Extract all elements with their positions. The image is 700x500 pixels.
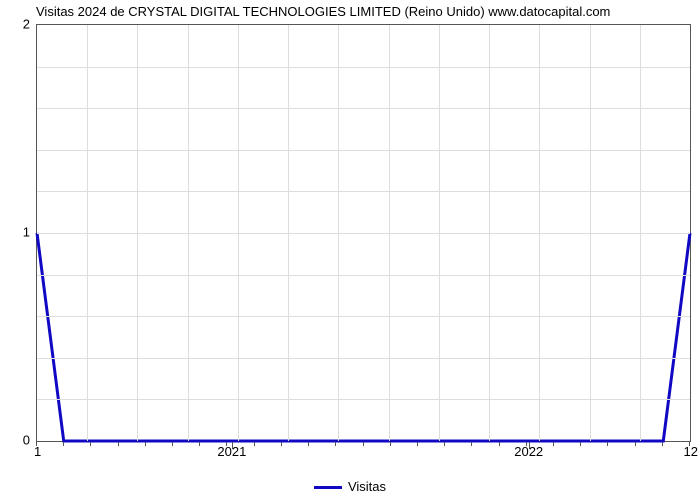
legend-label: Visitas — [348, 479, 386, 494]
x-gridline — [188, 25, 189, 441]
x-gridline — [489, 25, 490, 441]
x-minor-tick — [607, 442, 608, 446]
x-corner-right: 12 — [684, 444, 698, 459]
x-minor-tick — [444, 442, 445, 446]
legend-swatch — [314, 486, 342, 489]
x-gridline — [137, 25, 138, 441]
x-gridline — [590, 25, 591, 441]
legend: Visitas — [0, 479, 700, 494]
y-minor-gridline — [37, 150, 690, 151]
y-minor-gridline — [37, 191, 690, 192]
y-minor-gridline — [37, 275, 690, 276]
y-minor-gridline — [37, 67, 690, 68]
x-corner-left: 1 — [34, 444, 41, 459]
x-gridline — [238, 25, 239, 441]
x-tick-label: 2022 — [514, 444, 543, 459]
x-minor-tick — [662, 442, 663, 446]
x-minor-tick — [689, 442, 690, 446]
y-minor-gridline — [37, 316, 690, 317]
x-minor-tick — [580, 442, 581, 446]
x-minor-tick — [199, 442, 200, 446]
chart-title: Visitas 2024 de CRYSTAL DIGITAL TECHNOLO… — [36, 4, 610, 19]
x-gridline — [87, 25, 88, 441]
plot-area — [36, 24, 691, 442]
x-minor-tick — [417, 442, 418, 446]
x-minor-tick — [63, 442, 64, 446]
y-tick-label: 0 — [6, 433, 30, 448]
x-minor-tick — [553, 442, 554, 446]
y-gridline — [37, 233, 690, 234]
x-gridline — [439, 25, 440, 441]
x-tick-label: 2021 — [217, 444, 246, 459]
x-gridline — [539, 25, 540, 441]
x-minor-tick — [390, 442, 391, 446]
y-minor-gridline — [37, 108, 690, 109]
x-minor-tick — [281, 442, 282, 446]
x-gridline — [640, 25, 641, 441]
x-minor-tick — [335, 442, 336, 446]
x-minor-tick — [471, 442, 472, 446]
x-gridline — [338, 25, 339, 441]
x-minor-tick — [36, 442, 37, 446]
x-minor-tick — [635, 442, 636, 446]
visits-line-chart: Visitas 2024 de CRYSTAL DIGITAL TECHNOLO… — [0, 0, 700, 500]
x-gridline — [288, 25, 289, 441]
x-minor-tick — [499, 442, 500, 446]
x-minor-tick — [118, 442, 119, 446]
x-minor-tick — [172, 442, 173, 446]
x-minor-tick — [363, 442, 364, 446]
x-minor-tick — [254, 442, 255, 446]
y-tick-label: 1 — [6, 225, 30, 240]
x-minor-tick — [308, 442, 309, 446]
y-minor-gridline — [37, 358, 690, 359]
y-tick-label: 2 — [6, 17, 30, 32]
series-polyline — [37, 233, 690, 441]
y-minor-gridline — [37, 399, 690, 400]
x-gridline — [389, 25, 390, 441]
x-minor-tick — [145, 442, 146, 446]
x-minor-tick — [90, 442, 91, 446]
